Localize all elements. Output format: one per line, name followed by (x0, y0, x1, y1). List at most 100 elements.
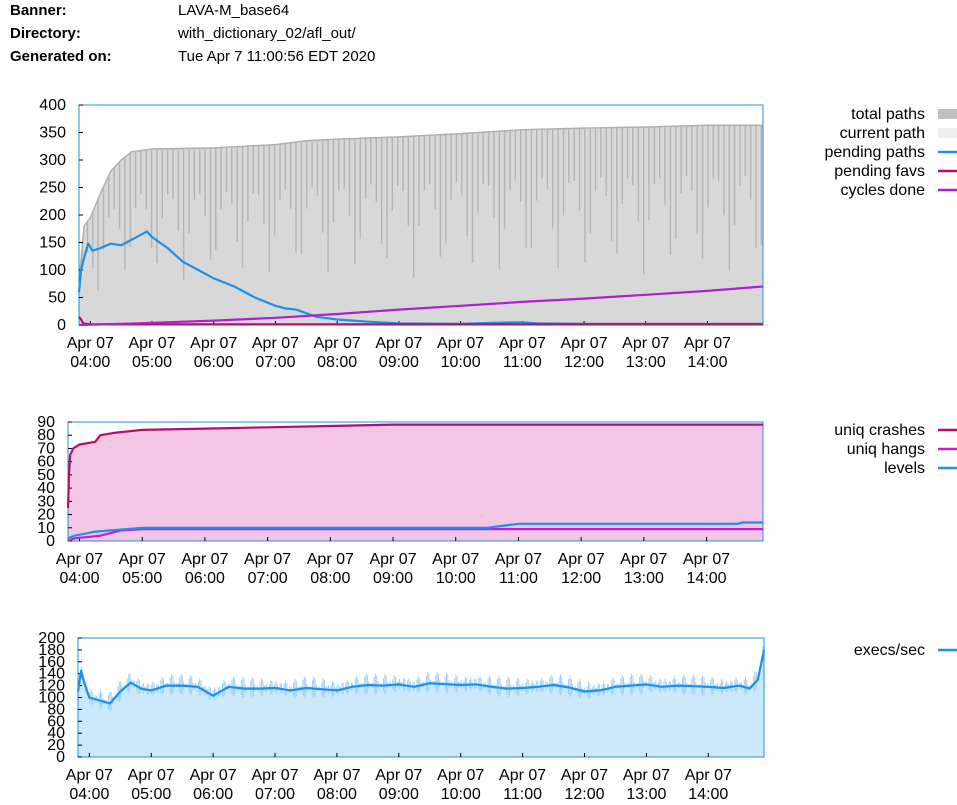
x-tick-time: 11:00 (503, 354, 542, 371)
x-tick-label: Apr 07 13:00 (620, 551, 667, 587)
x-tick-date: Apr 07 (558, 551, 605, 568)
y-tick-label: 250 (39, 180, 66, 197)
report-header: Banner: LAVA-M_base64 Directory: with_di… (10, 2, 510, 71)
x-tick-date: Apr 07 (561, 767, 608, 784)
x-tick-time: 07:00 (255, 786, 295, 803)
x-tick-label: Apr 07 05:00 (119, 551, 166, 587)
legend-label: current path (840, 125, 925, 142)
y-tick-label: 200 (38, 630, 65, 647)
y-tick-label: 20 (37, 507, 55, 524)
y-tick-label: 0 (57, 317, 66, 334)
x-tick-date: Apr 07 (67, 335, 114, 352)
x-tick-label: Apr 07 11:00 (499, 335, 546, 371)
x-tick-time: 05:00 (122, 570, 162, 587)
y-tick-label: 350 (39, 125, 66, 142)
x-tick-label: Apr 07 14:00 (685, 767, 732, 803)
legend: total paths current path pending paths pend… (824, 106, 957, 199)
x-tick-label: Apr 07 08:00 (314, 335, 361, 371)
x-tick-time: 10:00 (436, 570, 476, 587)
generated-label: Generated on: (10, 48, 112, 65)
x-tick-time: 12:00 (564, 786, 604, 803)
x-tick-label: Apr 07 04:00 (67, 335, 114, 371)
y-tick-label: 400 (39, 97, 66, 114)
x-tick-time: 04:00 (69, 786, 109, 803)
x-tick-label: Apr 07 08:00 (313, 767, 360, 803)
legend-swatch (938, 109, 957, 119)
x-tick-time: 05:00 (132, 354, 172, 371)
y-tick-label: 80 (47, 701, 65, 718)
generated-row: Generated on: Tue Apr 7 11:00:56 EDT 202… (10, 48, 510, 71)
x-tick-date: Apr 07 (128, 767, 175, 784)
y-tick-label: 160 (38, 654, 65, 671)
uniq-crashes-area (68, 424, 763, 541)
x-tick-time: 04:00 (59, 570, 99, 587)
x-tick-date: Apr 07 (56, 551, 103, 568)
x-tick-time: 13:00 (626, 354, 666, 371)
x-tick-label: Apr 07 07:00 (252, 335, 299, 371)
x-tick-time: 10:00 (441, 786, 481, 803)
x-tick-label: Apr 07 12:00 (560, 335, 607, 371)
legend: uniq crashes uniq hangs levels (834, 422, 957, 477)
y-tick-label: 200 (39, 207, 66, 224)
x-tick-time: 08:00 (310, 570, 350, 587)
y-tick-label: 70 (37, 440, 55, 457)
legend-label: pending favs (834, 163, 925, 180)
x-tick-date: Apr 07 (119, 551, 166, 568)
y-tick-label: 60 (47, 713, 65, 730)
x-tick-time: 11:00 (499, 570, 538, 587)
x-tick-date: Apr 07 (369, 551, 416, 568)
x-tick-date: Apr 07 (190, 335, 237, 352)
directory-value: with_dictionary_02/afl_out/ (178, 25, 356, 42)
y-tick-label: 40 (47, 725, 65, 742)
x-tick-time: 14:00 (688, 786, 728, 803)
y-tick-label: 100 (38, 690, 65, 707)
x-tick-date: Apr 07 (375, 767, 422, 784)
y-tick-label: 120 (38, 678, 65, 695)
y-tick-label: 50 (37, 467, 55, 484)
x-tick-time: 09:00 (379, 354, 419, 371)
x-tick-time: 12:00 (564, 354, 604, 371)
x-tick-label: Apr 07 08:00 (307, 551, 354, 587)
x-tick-date: Apr 07 (375, 335, 422, 352)
x-tick-date: Apr 07 (437, 335, 484, 352)
x-tick-date: Apr 07 (307, 551, 354, 568)
y-tick-label: 180 (38, 642, 65, 659)
x-tick-date: Apr 07 (495, 551, 542, 568)
x-tick-label: Apr 07 07:00 (244, 551, 291, 587)
x-tick-date: Apr 07 (314, 335, 361, 352)
y-tick-label: 30 (37, 493, 55, 510)
x-tick-date: Apr 07 (181, 551, 228, 568)
banner-label: Banner: (10, 2, 67, 19)
x-tick-label: Apr 07 05:00 (128, 335, 175, 371)
x-tick-label: Apr 07 14:00 (683, 551, 730, 587)
x-tick-time: 07:00 (255, 354, 295, 371)
x-tick-time: 11:00 (503, 786, 542, 803)
x-tick-time: 13:00 (624, 570, 664, 587)
banner-row: Banner: LAVA-M_base64 (10, 2, 510, 25)
x-tick-date: Apr 07 (437, 767, 484, 784)
legend-label: uniq crashes (834, 422, 925, 439)
legend-label: cycles done (841, 182, 926, 199)
y-tick-label: 80 (37, 427, 55, 444)
x-tick-label: Apr 07 06:00 (181, 551, 228, 587)
x-tick-time: 06:00 (194, 354, 234, 371)
x-tick-date: Apr 07 (622, 335, 669, 352)
x-tick-date: Apr 07 (252, 335, 299, 352)
execs-sec-line (76, 649, 766, 705)
x-tick-label: Apr 07 14:00 (684, 335, 731, 371)
banner-value: LAVA-M_base64 (178, 2, 290, 19)
y-tick-label: 60 (37, 454, 55, 471)
x-tick-label: Apr 07 10:00 (437, 335, 484, 371)
uniq-hangs-line (67, 527, 763, 543)
total-paths-line (78, 124, 763, 282)
x-tick-date: Apr 07 (313, 767, 360, 784)
x-tick-time: 08:00 (317, 786, 357, 803)
x-tick-label: Apr 07 10:00 (432, 551, 479, 587)
x-tick-date: Apr 07 (620, 551, 667, 568)
x-tick-label: Apr 07 04:00 (66, 767, 113, 803)
x-tick-label: Apr 07 13:00 (623, 767, 670, 803)
